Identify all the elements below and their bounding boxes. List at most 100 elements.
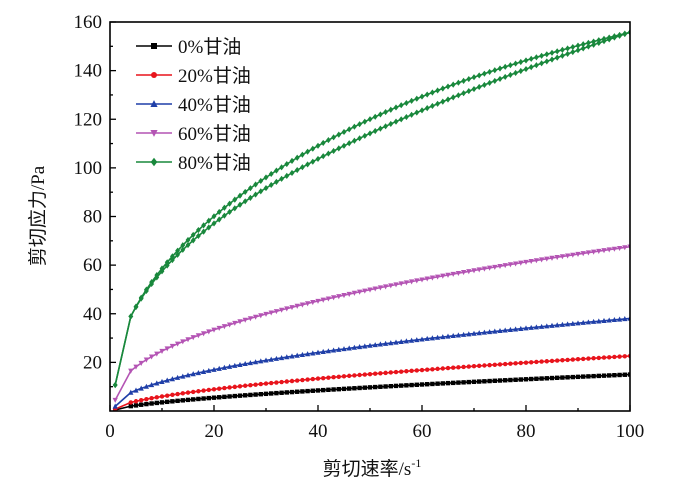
data-point: [570, 43, 576, 51]
data-point: [622, 372, 627, 377]
data-point: [518, 377, 523, 382]
data-point: [315, 298, 321, 304]
data-point: [471, 268, 477, 274]
data-point: [195, 333, 202, 339]
data-point: [403, 338, 410, 344]
data-point: [471, 74, 477, 81]
data-point: [128, 389, 134, 395]
data-point: [211, 395, 217, 400]
data-point: [590, 318, 597, 324]
data-point: [164, 259, 170, 266]
data-point: [409, 368, 414, 374]
x-tick-label: 20: [205, 421, 224, 442]
data-point: [581, 374, 586, 379]
data-point: [612, 373, 617, 378]
data-point: [346, 126, 352, 133]
data-point: [284, 160, 290, 168]
data-point: [445, 333, 451, 339]
data-point: [580, 45, 586, 52]
legend-item: 0%甘油: [136, 36, 241, 58]
data-point: [206, 395, 211, 401]
data-point: [253, 181, 259, 188]
data-point: [336, 386, 341, 392]
data-point: [508, 361, 513, 366]
legend-swatch-marker: [150, 157, 158, 167]
data-point: [112, 397, 118, 403]
data-point: [393, 383, 399, 389]
data-point: [513, 361, 518, 366]
data-point: [388, 383, 393, 389]
data-point: [305, 377, 310, 382]
data-point: [419, 93, 425, 100]
data-point: [382, 340, 389, 346]
data-point: [601, 248, 607, 254]
data-point: [268, 170, 274, 178]
data-point: [357, 121, 363, 128]
data-point: [243, 383, 248, 388]
data-point: [549, 322, 555, 328]
data-point: [497, 327, 503, 334]
data-point: [476, 330, 482, 336]
data-point: [320, 153, 326, 160]
data-point: [388, 370, 393, 375]
data-point: [450, 94, 456, 101]
data-point: [528, 55, 534, 62]
data-point: [201, 396, 206, 401]
data-point: [481, 81, 487, 89]
data-point: [175, 391, 180, 397]
data-point: [606, 34, 612, 41]
data-point: [497, 362, 503, 367]
data-point: [460, 331, 467, 337]
data-point: [533, 324, 540, 330]
data-point: [580, 319, 586, 325]
data-point: [382, 284, 389, 290]
data-point: [512, 326, 519, 332]
data-point: [549, 358, 555, 364]
data-point: [544, 51, 550, 58]
data-point: [565, 375, 570, 380]
data-point: [206, 217, 212, 224]
data-point: [237, 384, 243, 389]
data-point: [611, 33, 617, 40]
data-point: [237, 393, 243, 398]
data-point: [372, 113, 378, 120]
data-point: [429, 335, 436, 341]
data-point: [268, 181, 274, 189]
data-point: [430, 381, 435, 387]
data-point: [149, 401, 154, 406]
data-point: [154, 272, 160, 279]
data-point: [461, 364, 466, 370]
data-point: [299, 302, 306, 308]
data-point: [139, 402, 144, 407]
data-point: [347, 386, 352, 391]
data-point: [502, 73, 508, 80]
data-point: [425, 382, 430, 387]
data-point: [144, 401, 149, 407]
data-point: [222, 385, 227, 391]
data-point: [435, 87, 441, 94]
data-point: [559, 321, 566, 327]
x-tick-label: 100: [616, 421, 645, 442]
data-point: [502, 327, 508, 333]
data-point: [607, 355, 612, 360]
data-point: [471, 364, 477, 369]
data-point: [528, 259, 534, 265]
data-point: [195, 226, 201, 234]
data-point: [419, 382, 425, 387]
data-point: [419, 336, 425, 342]
y-tick-label: 100: [74, 158, 103, 179]
data-point: [341, 293, 347, 299]
data-point: [217, 386, 222, 391]
data-point: [263, 174, 269, 181]
data-point: [419, 367, 425, 373]
data-point: [559, 46, 565, 53]
data-point: [258, 358, 264, 364]
data-point: [377, 341, 384, 347]
data-point: [424, 335, 430, 341]
data-point: [206, 367, 212, 373]
data-point: [606, 317, 612, 323]
data-point: [481, 70, 487, 77]
data-point: [320, 139, 326, 146]
data-point: [616, 316, 623, 322]
data-point: [440, 98, 446, 105]
